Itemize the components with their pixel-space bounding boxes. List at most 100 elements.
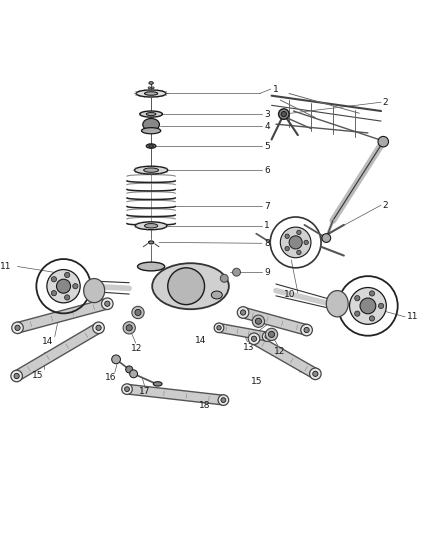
Circle shape <box>64 295 70 300</box>
Ellipse shape <box>146 144 156 148</box>
Text: 9: 9 <box>264 268 270 277</box>
Ellipse shape <box>141 128 161 134</box>
Circle shape <box>322 233 331 243</box>
Text: 4: 4 <box>264 122 270 131</box>
Ellipse shape <box>134 166 168 174</box>
Circle shape <box>96 325 101 330</box>
Text: 8: 8 <box>264 239 270 248</box>
Text: 14: 14 <box>42 337 53 346</box>
Circle shape <box>122 384 132 394</box>
Ellipse shape <box>148 87 151 88</box>
Text: 17: 17 <box>139 387 151 396</box>
Ellipse shape <box>149 145 153 147</box>
Text: 13: 13 <box>243 343 254 352</box>
Circle shape <box>112 355 120 364</box>
Circle shape <box>252 315 265 327</box>
Ellipse shape <box>143 118 159 131</box>
Circle shape <box>237 306 249 318</box>
Circle shape <box>251 336 257 342</box>
Circle shape <box>105 301 110 306</box>
Circle shape <box>126 366 133 373</box>
Ellipse shape <box>136 90 166 97</box>
Circle shape <box>248 333 260 344</box>
Ellipse shape <box>152 263 229 309</box>
Circle shape <box>73 284 78 289</box>
Circle shape <box>285 234 290 238</box>
Text: 1: 1 <box>264 221 270 230</box>
Circle shape <box>135 310 141 316</box>
Circle shape <box>350 287 386 324</box>
Text: 15: 15 <box>32 370 43 379</box>
Circle shape <box>233 268 240 276</box>
Text: 5: 5 <box>264 142 270 150</box>
Circle shape <box>15 325 20 330</box>
Text: 3: 3 <box>264 110 270 118</box>
Circle shape <box>355 296 360 301</box>
Circle shape <box>132 306 144 319</box>
Text: 14: 14 <box>195 336 206 345</box>
Text: 2: 2 <box>382 98 388 107</box>
Circle shape <box>217 326 221 330</box>
Ellipse shape <box>144 168 159 172</box>
Circle shape <box>57 279 71 293</box>
Circle shape <box>279 109 289 119</box>
Text: 6: 6 <box>264 166 270 175</box>
Polygon shape <box>251 334 318 378</box>
Circle shape <box>12 322 23 334</box>
Text: 15: 15 <box>251 377 262 386</box>
Circle shape <box>102 298 113 310</box>
Text: 11: 11 <box>0 262 11 271</box>
Ellipse shape <box>152 87 154 88</box>
Circle shape <box>285 246 290 251</box>
Text: 1: 1 <box>273 85 279 94</box>
Circle shape <box>240 310 246 315</box>
Ellipse shape <box>146 112 156 116</box>
Ellipse shape <box>153 382 162 386</box>
Circle shape <box>265 328 278 341</box>
Circle shape <box>297 230 301 235</box>
Text: 7: 7 <box>264 202 270 211</box>
Circle shape <box>221 398 226 402</box>
Circle shape <box>220 274 228 282</box>
Text: 10: 10 <box>284 290 295 300</box>
Ellipse shape <box>135 222 167 230</box>
Circle shape <box>11 370 22 382</box>
Circle shape <box>218 395 229 406</box>
Circle shape <box>280 227 311 258</box>
Circle shape <box>93 322 104 334</box>
Text: 12: 12 <box>131 344 142 353</box>
Circle shape <box>124 387 130 392</box>
Circle shape <box>47 270 80 303</box>
Ellipse shape <box>145 223 158 228</box>
Circle shape <box>14 374 19 378</box>
Circle shape <box>369 291 374 296</box>
Circle shape <box>64 272 70 278</box>
Ellipse shape <box>145 92 158 95</box>
Circle shape <box>265 334 269 339</box>
Circle shape <box>268 332 275 337</box>
Ellipse shape <box>148 241 154 244</box>
Circle shape <box>123 322 135 334</box>
Circle shape <box>281 111 286 117</box>
Text: 12: 12 <box>274 348 286 357</box>
Ellipse shape <box>138 262 165 271</box>
Circle shape <box>51 290 57 296</box>
Circle shape <box>313 371 318 376</box>
Circle shape <box>355 311 360 316</box>
Text: 16: 16 <box>105 373 117 382</box>
Polygon shape <box>16 298 109 333</box>
Polygon shape <box>127 384 224 405</box>
Circle shape <box>262 332 272 342</box>
Circle shape <box>297 250 301 255</box>
Text: 2: 2 <box>382 201 388 209</box>
Ellipse shape <box>326 290 348 317</box>
Circle shape <box>378 303 384 309</box>
Circle shape <box>378 136 389 147</box>
Text: 18: 18 <box>199 401 211 410</box>
Circle shape <box>51 277 57 282</box>
Ellipse shape <box>140 111 162 117</box>
Circle shape <box>304 240 308 245</box>
Polygon shape <box>14 324 101 381</box>
Circle shape <box>369 316 374 321</box>
Circle shape <box>214 323 224 333</box>
